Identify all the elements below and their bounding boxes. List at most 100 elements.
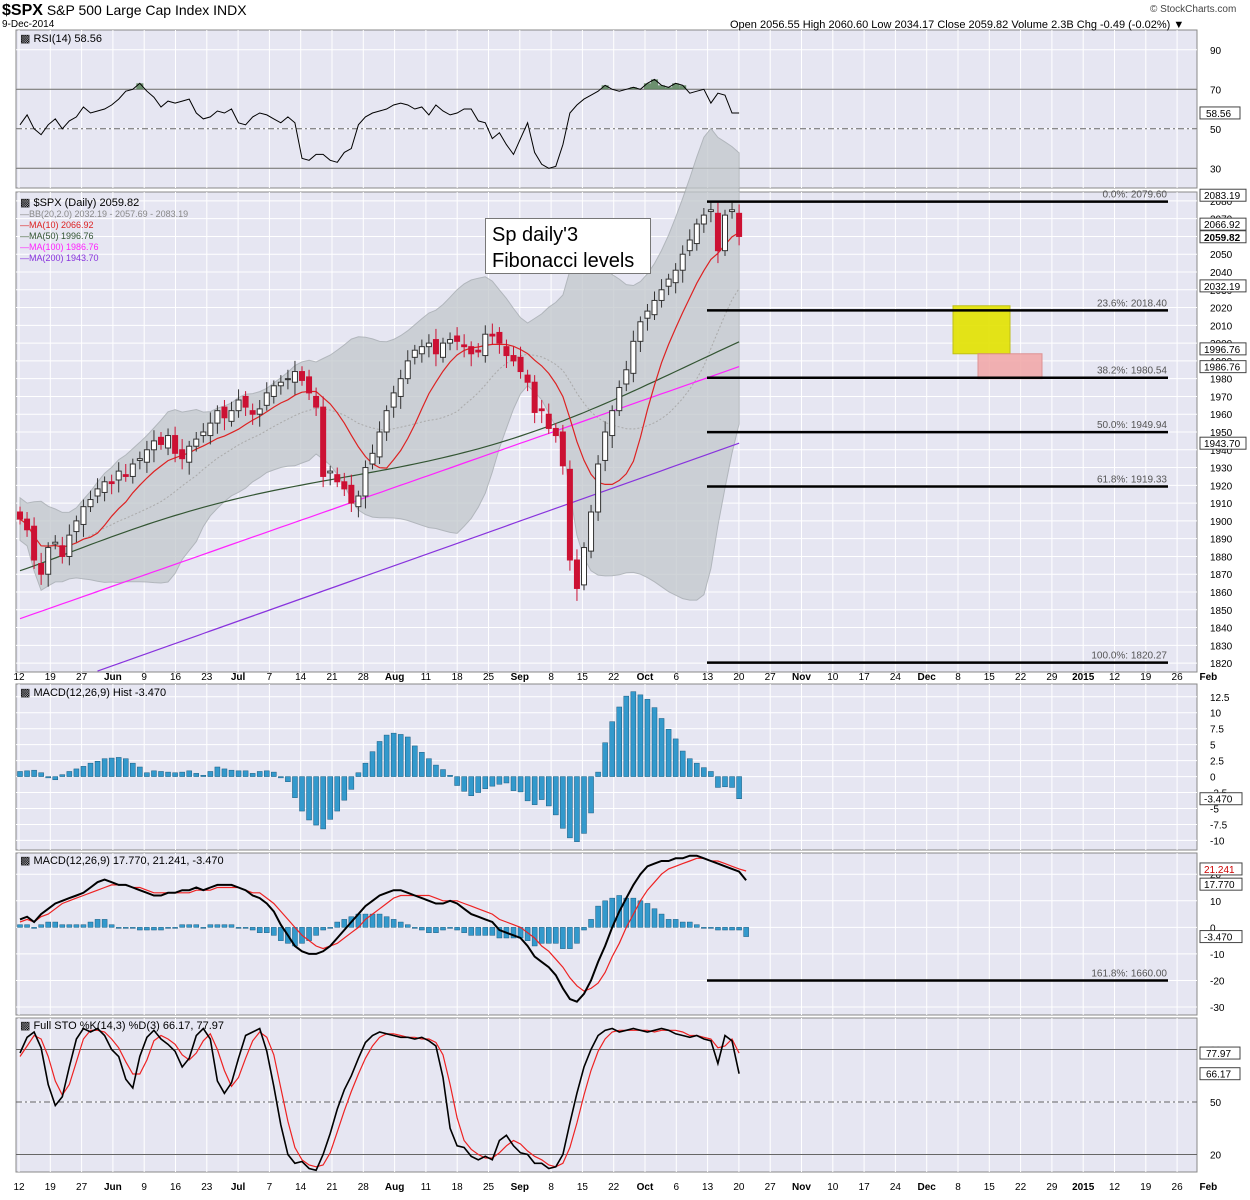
histogram-bar (468, 776, 474, 796)
y-tick-label: -30 (1210, 1003, 1225, 1014)
fib-level-label: 61.8%: 1919.33 (1097, 475, 1167, 486)
candle-body (158, 436, 164, 445)
legend-entry: —MA(200) 1943.70 (20, 253, 99, 263)
histogram-bar (602, 742, 608, 777)
x-tick-label: 21 (326, 672, 338, 683)
x-tick-label: 19 (45, 672, 57, 683)
histogram-bar (31, 769, 37, 777)
macd-histogram-bar (595, 905, 601, 928)
candle-body (59, 545, 66, 557)
candle-body (468, 346, 475, 355)
x-tick-label: 25 (483, 1182, 495, 1193)
macd-histogram-bar (334, 921, 340, 928)
histogram-bar (108, 757, 115, 777)
ma200-line (97, 442, 740, 672)
y-tick-label: 0 (1210, 773, 1216, 784)
candle-body (200, 431, 207, 437)
x-tick-label: 10 (827, 672, 839, 683)
macd-histogram-bar (249, 927, 256, 931)
candle-body (122, 474, 129, 477)
macd-histogram-bar (397, 921, 404, 928)
candle-body (496, 331, 503, 344)
candle-body (665, 278, 672, 287)
macd-histogram-bar (708, 927, 714, 929)
annotation-line1: Sp daily'3 (492, 224, 579, 246)
rsi-overbought-fill (650, 79, 659, 90)
candle-body (73, 520, 80, 533)
candle-body (609, 410, 616, 437)
macd-histogram-bar (383, 916, 390, 928)
fib-161-label: 161.8%: 1660.00 (1091, 968, 1167, 979)
candle-body (432, 339, 439, 355)
macd-histogram-bar (722, 927, 728, 931)
histogram-bar (137, 766, 143, 777)
macd-histogram-bar (341, 919, 348, 928)
macd-hist-title: ▩ MACD(12,26,9) Hist -3.470 (20, 687, 166, 699)
candle-body (348, 484, 355, 504)
histogram-bar (630, 691, 637, 777)
y-tick-label: 70 (1210, 85, 1222, 96)
fib-level-label: 0.0%: 2079.60 (1103, 190, 1168, 201)
histogram-bar (412, 745, 418, 777)
candle-body (722, 214, 728, 252)
macd-histogram-bar (602, 900, 608, 928)
y-tick-label: 1960 (1210, 410, 1233, 421)
candle-body (179, 449, 186, 460)
x-tick-label: 7 (267, 672, 273, 683)
x-tick-label: 7 (267, 1182, 273, 1193)
histogram-bar (560, 776, 566, 829)
macd-histogram-bar (87, 921, 94, 928)
panel-0-background (15, 29, 1198, 189)
histogram-bar (651, 707, 658, 777)
x-tick-label: 12 (13, 1182, 25, 1193)
macd-histogram-bar (567, 927, 573, 949)
histogram-bar (101, 758, 108, 777)
fib-level-label: 50.0%: 1949.94 (1097, 420, 1167, 431)
y-tick-label: 10 (1210, 897, 1222, 908)
macd-histogram-bar (137, 927, 143, 931)
candle-body (425, 342, 432, 348)
x-tick-label: 27 (765, 1182, 777, 1193)
histogram-bar (665, 729, 672, 777)
candle-body (714, 212, 721, 252)
macd-value-label: -3.470 (1204, 933, 1233, 944)
candle-body (193, 438, 200, 447)
candle-body (573, 559, 580, 589)
price-value-box (1199, 217, 1247, 231)
x-tick-label: 18 (452, 1182, 464, 1193)
y-tick-label: 50 (1210, 1098, 1222, 1109)
candle-body (228, 410, 235, 422)
histogram-bar (397, 734, 404, 777)
macd-histogram-bar (630, 897, 637, 928)
candle-body (404, 360, 411, 380)
histogram-bar (376, 741, 383, 777)
copyright-label: © StockCharts.com (1150, 4, 1237, 15)
x-tick-label: 22 (1015, 672, 1027, 683)
histogram-bar (165, 771, 171, 777)
histogram-bar (531, 776, 538, 805)
macd-histogram-bar (440, 927, 446, 931)
histogram-bar (517, 776, 524, 793)
x-tick-label: Oct (637, 1182, 654, 1193)
macd-histogram-bar (376, 913, 383, 928)
candle-body (637, 321, 644, 342)
histogram-bar (271, 771, 277, 777)
price-value-box (1199, 342, 1247, 356)
macd-histogram-bar (482, 927, 489, 936)
candle-body (341, 481, 348, 490)
x-tick-label: 11 (421, 1182, 432, 1193)
histogram-bar (52, 776, 58, 781)
panel-4-background (15, 1017, 1198, 1173)
y-tick-label: -10 (1210, 950, 1225, 961)
histogram-bar (299, 776, 305, 812)
macd-value-box (1199, 877, 1243, 891)
histogram-bar (341, 776, 348, 801)
candle-body (559, 431, 566, 467)
histogram-bar (355, 772, 362, 777)
legend-entry: —BB(20,2.0) 2032.19 - 2057.69 - 2083.19 (20, 209, 188, 219)
x-tick-label: 29 (1046, 1182, 1058, 1193)
price-value-box (1199, 436, 1247, 450)
histogram-bar (581, 776, 587, 834)
y-tick-label: 1950 (1210, 428, 1233, 439)
candle-body (482, 333, 489, 357)
